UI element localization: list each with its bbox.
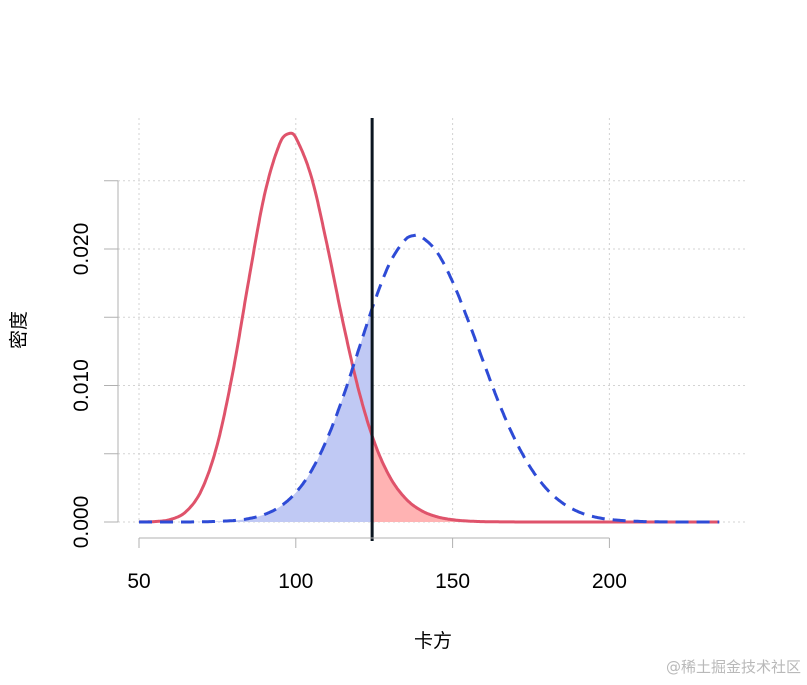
x-tick-label: 50 [127,570,150,593]
axes: 50 100 150 200 0.000 0.010 0.020 [70,180,627,593]
y-tick-label: 0.020 [70,223,93,276]
x-tick-label: 100 [278,570,313,593]
x-tick-label: 200 [592,570,627,593]
y-tick-label: 0.000 [70,496,93,549]
density-curves [138,131,720,524]
y-tick-label: 0.010 [70,359,93,412]
central-chisq-curve [138,131,720,524]
watermark: @稀土掘金技术社区 [665,658,801,676]
y-axis-label: 密度 [8,311,30,349]
noncentral-chisq-curve [139,233,720,524]
x-tick-label: 150 [435,570,470,593]
x-axis-label: 卡方 [414,630,452,652]
grid [118,118,745,523]
shaded-area-alpha [372,435,720,522]
shaded-areas [139,308,720,522]
